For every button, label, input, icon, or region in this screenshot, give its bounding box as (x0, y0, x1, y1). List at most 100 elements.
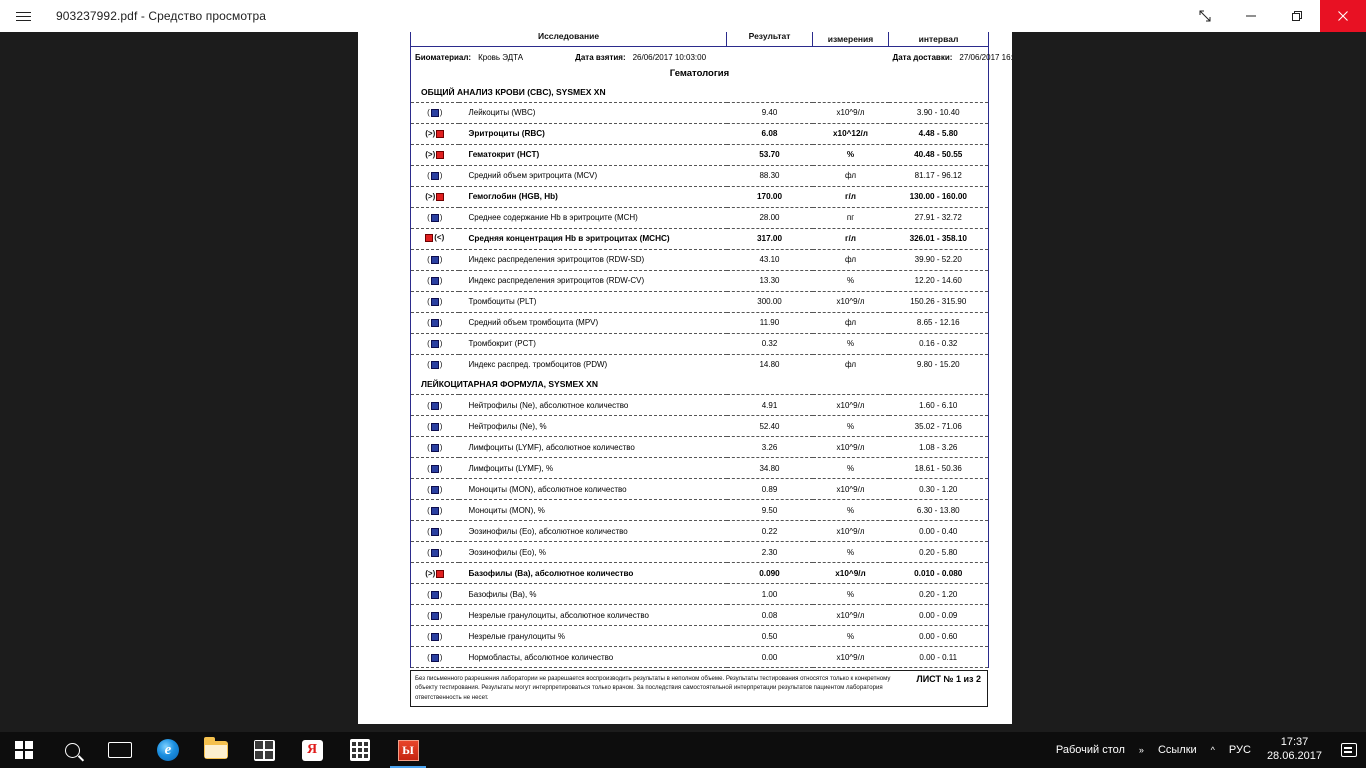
biomaterial-label: Биоматериал: (415, 52, 472, 62)
yandex-browser-button[interactable]: Я (288, 732, 336, 768)
table-row: () Моноциты (MON), абсолютное количество 0… (410, 478, 989, 500)
row-unit: % (812, 625, 889, 647)
row-result: 0.22 (726, 520, 813, 542)
row-unit: пг (812, 206, 889, 228)
pdf-viewer-button[interactable]: Ы (384, 732, 432, 768)
table-row: (>) Гемоглобин (HGB, Hb) 170.00 г/л 130.00 -… (410, 185, 989, 207)
blue-flag-icon (430, 464, 439, 473)
windows-logo-icon (15, 741, 33, 759)
task-view-button[interactable] (96, 732, 144, 768)
window-titlebar: 903237992.pdf - Средство просмотра (0, 0, 1366, 32)
search-button[interactable] (48, 732, 96, 768)
row-test-name: Базофилы (Ba), % (458, 583, 727, 605)
row-reference: 81.17 - 96.12 (888, 164, 989, 186)
collect-date-value: 26/06/2017 10:03:00 (632, 52, 707, 62)
row-result: 28.00 (726, 206, 813, 228)
row-reference: 27.91 - 32.72 (888, 206, 989, 228)
close-icon[interactable] (1320, 0, 1366, 32)
row-test-name: Базофилы (Ba), абсолютное количество (458, 562, 727, 584)
footer-disclaimer: Без письменного разрешения лаборатории н… (415, 675, 891, 701)
chapter-title: Гематология (410, 66, 989, 83)
blue-flag-icon (430, 422, 439, 431)
row-test-name: Моноциты (MON), % (458, 499, 727, 521)
row-reference: 3.90 - 10.40 (888, 101, 989, 123)
row-result: 3.26 (726, 436, 813, 458)
hamburger-menu-icon[interactable] (0, 0, 46, 32)
table-row: (>) Эритроциты (RBC) 6.08 x10^12/л 4.48 - 5.… (410, 122, 989, 144)
status-badge-normal: () (427, 442, 443, 452)
links-toolbar-label[interactable]: Ссылки (1157, 744, 1197, 756)
clock-time: 17:37 (1280, 736, 1309, 749)
row-test-name: Средняя концентрация Hb в эритроцитах (M… (458, 227, 727, 249)
start-button[interactable] (0, 732, 48, 768)
blue-flag-icon (430, 277, 439, 285)
status-badge-low: (<) (425, 232, 445, 242)
row-flag-cell: () (410, 332, 459, 354)
header-reference: интервал (888, 32, 989, 47)
row-test-name: Эозинофилы (Eo), % (458, 541, 727, 563)
status-badge-normal: () (427, 213, 443, 222)
row-unit: % (812, 143, 889, 165)
microsoft-store-button[interactable] (240, 732, 288, 768)
overflow-chevron-icon[interactable]: » (1138, 745, 1144, 755)
blue-flag-icon (430, 485, 439, 494)
row-flag-cell: () (410, 206, 459, 228)
row-test-name: Средний объем тромбоцита (MPV) (458, 311, 727, 333)
table-row: () Индекс распред. тромбоцитов (PDW) 14.80… (410, 353, 989, 375)
status-badge-normal: () (427, 631, 443, 641)
notification-center-button[interactable] (1332, 743, 1366, 757)
table-row: () Тромбокрит (PCT) 0.32% 0.16 - 0.32 (410, 332, 989, 354)
status-badge-normal: () (427, 339, 443, 348)
row-unit: % (812, 415, 889, 437)
row-flag-cell: () (410, 457, 459, 479)
row-test-name: Гематокрит (HCT) (458, 143, 727, 165)
header-unit: измерения (812, 32, 889, 47)
status-badge-normal: () (427, 652, 443, 662)
status-badge-high: (>) (425, 151, 445, 159)
row-flag-cell: () (410, 290, 459, 312)
table-row: () Незрелые гранулоциты % 0.50% 0.00 - 0.60 (410, 625, 989, 647)
status-badge-normal: () (427, 108, 443, 117)
file-explorer-button[interactable] (192, 732, 240, 768)
tray-expand-chevron-icon[interactable]: ^ (1210, 745, 1215, 755)
clock[interactable]: 17:37 28.06.2017 (1257, 736, 1332, 764)
low-marker: (<) (434, 232, 445, 242)
row-reference: 35.02 - 71.06 (888, 415, 989, 437)
internet-explorer-button[interactable]: e (144, 732, 192, 768)
table-row: () Средний объем тромбоцита (MPV) 11.90 фл 8… (410, 311, 989, 333)
status-badge-normal: () (427, 526, 443, 536)
row-unit: x10^9/л (812, 394, 889, 416)
row-result: 34.80 (726, 457, 813, 479)
row-unit: г/л (812, 185, 889, 207)
row-result: 4.91 (726, 394, 813, 416)
row-test-name: Эозинофилы (Eo), абсолютное количество (458, 520, 727, 542)
status-badge-normal: () (427, 610, 443, 620)
row-flag-cell: () (410, 353, 459, 375)
blue-flag-icon (430, 548, 439, 557)
row-flag-cell: () (410, 394, 459, 416)
blue-flag-icon (430, 632, 439, 641)
desktop-toolbar-label[interactable]: Рабочий стол (1055, 744, 1125, 756)
blue-flag-icon (430, 443, 439, 452)
row-flag-cell: () (410, 269, 459, 291)
restore-icon[interactable] (1274, 0, 1320, 32)
row-result: 13.30 (726, 269, 813, 291)
language-indicator[interactable]: РУС (1228, 744, 1251, 756)
row-result: 14.80 (726, 353, 813, 375)
row-flag-cell: () (410, 248, 459, 270)
calculator-button[interactable] (336, 732, 384, 768)
status-badge-normal: () (427, 547, 443, 557)
row-unit: % (812, 457, 889, 479)
row-unit: x10^9/л (812, 646, 889, 668)
minimize-icon[interactable] (1228, 0, 1274, 32)
status-badge-normal: () (427, 505, 443, 515)
table-row: () Средний объем эритроцита (MCV) 88.30 фл 8… (410, 164, 989, 186)
row-flag-cell: () (410, 101, 459, 123)
row-reference: 18.61 - 50.36 (888, 457, 989, 479)
row-result: 43.10 (726, 248, 813, 270)
row-reference: 0.20 - 1.20 (888, 583, 989, 605)
header-result: Результат (726, 32, 813, 47)
fullscreen-icon[interactable] (1182, 0, 1228, 32)
row-result: 88.30 (726, 164, 813, 186)
row-unit: x10^9/л (812, 520, 889, 542)
